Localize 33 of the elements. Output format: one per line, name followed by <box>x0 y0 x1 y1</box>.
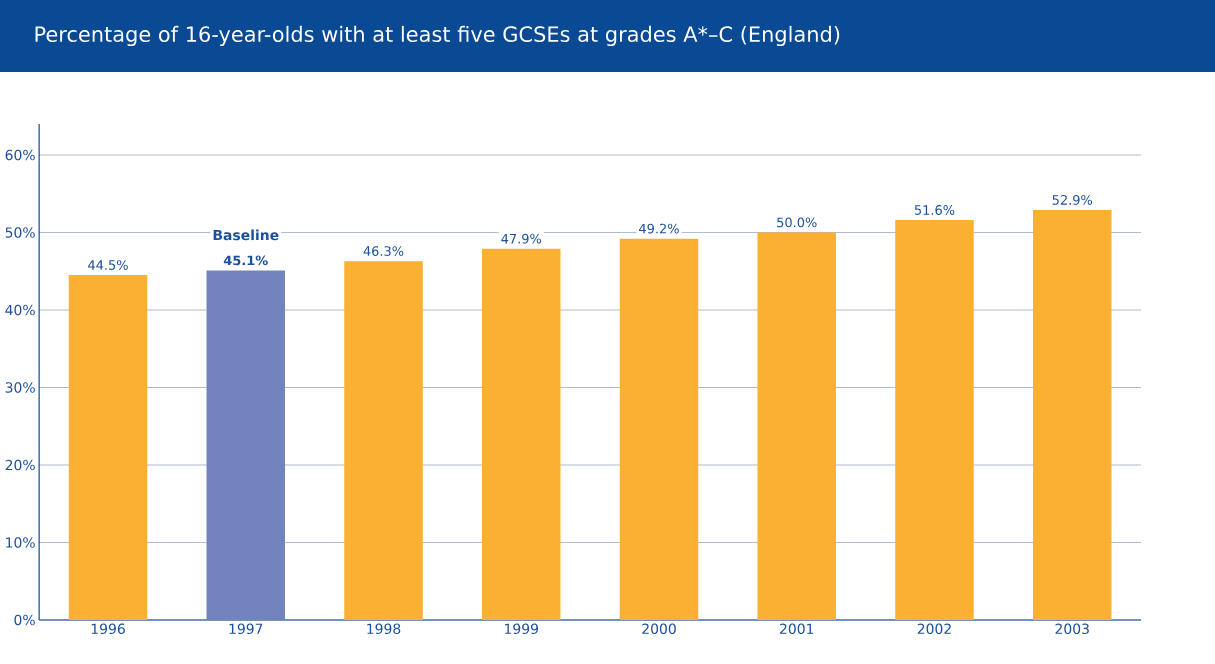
x-tick-label: 2003 <box>1055 623 1089 635</box>
y-tick-label: 20% <box>5 459 35 471</box>
bar <box>206 270 286 620</box>
x-tick-label: 2002 <box>917 623 951 635</box>
x-tick-label: 1997 <box>229 623 263 635</box>
chart-title: Percentage of 16-year-olds with at least five GCSEs at grades A*–C (England) <box>35 25 840 47</box>
data-label: 49.2% <box>639 223 679 234</box>
data-label: 51.6% <box>914 205 955 215</box>
x-tick-label: 1999 <box>505 623 538 635</box>
bar <box>895 220 974 620</box>
x-tick-label: 1996 <box>91 623 125 635</box>
y-tick-label: 50% <box>5 227 35 238</box>
y-tick-label: 30% <box>5 382 35 393</box>
y-tick-label: 40% <box>5 304 35 316</box>
x-tick-label: 1998 <box>367 623 401 635</box>
bar <box>68 275 148 620</box>
data-label: 47.9% <box>501 233 542 244</box>
bar <box>619 238 699 620</box>
x-tick-label: 2001 <box>780 623 814 635</box>
data-label: 45.1% <box>223 255 268 266</box>
data-label: 44.5% <box>88 260 128 270</box>
data-label: 50.0% <box>777 217 817 228</box>
bar <box>481 248 561 620</box>
y-tick-label: 60% <box>5 149 35 161</box>
data-label: 46.3% <box>363 246 404 256</box>
y-tick-label: 0% <box>14 614 35 626</box>
x-tick-label: 2000 <box>642 623 676 635</box>
data-label: 52.9% <box>1052 195 1093 205</box>
bar <box>757 232 836 620</box>
bar <box>1032 210 1112 620</box>
y-tick-label: 10% <box>6 537 35 548</box>
bar <box>344 261 423 620</box>
annotation: Baseline <box>213 229 279 241</box>
